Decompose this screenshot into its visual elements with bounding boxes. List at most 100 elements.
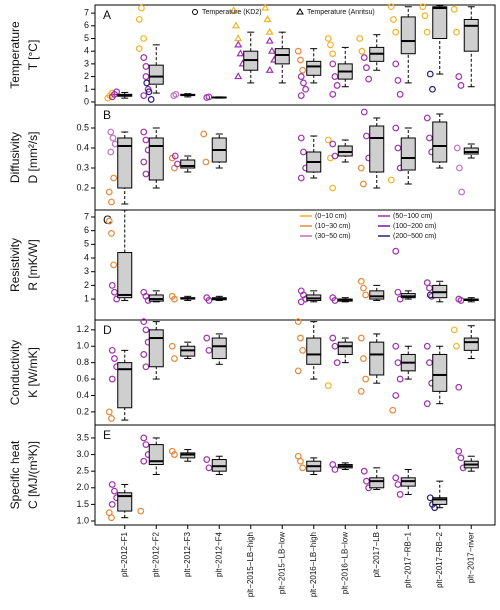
y-tick-label: 5 [84, 33, 89, 43]
data-point [331, 466, 339, 473]
data-point [297, 298, 305, 306]
data-point [302, 85, 310, 93]
y-tick-label: 3.5 [76, 432, 89, 442]
data-point [107, 128, 115, 136]
data-point [143, 79, 151, 87]
box [369, 341, 385, 376]
data-point [297, 56, 304, 64]
panel-letter: A [103, 8, 111, 22]
data-point [138, 4, 145, 12]
y-tick-label: 3 [84, 266, 89, 276]
panel-letter: C [103, 213, 112, 227]
data-point [455, 73, 463, 80]
data-point [455, 447, 463, 455]
data-point [360, 54, 368, 61]
data-point [205, 464, 213, 472]
data-point [111, 288, 118, 296]
data-point [108, 198, 115, 206]
y-axis-label: K [W/mK] [26, 347, 40, 398]
data-point [387, 176, 395, 184]
data-point [140, 128, 148, 136]
y-tick-label: 7 [84, 7, 89, 17]
y-tick-label: 2 [84, 280, 89, 290]
data-point [357, 277, 365, 285]
data-point [297, 174, 305, 182]
box [369, 125, 385, 173]
data-point [108, 281, 116, 289]
data-point [329, 90, 337, 98]
data-point [457, 454, 465, 462]
data-point [360, 355, 367, 362]
data-point [140, 457, 148, 465]
data-point [360, 180, 367, 188]
y-tick-label: 7 [84, 211, 89, 221]
data-point [142, 441, 150, 449]
y-axis-label: Conductivity [8, 340, 22, 405]
x-tick-label: plt−2012−F1 [120, 531, 129, 576]
data-point [171, 152, 179, 160]
y-tick-label: 2.5 [76, 466, 89, 476]
data-point [297, 73, 305, 80]
data-point [113, 88, 121, 96]
data-point [142, 170, 150, 178]
y-axis-label: R [mK/W] [26, 239, 40, 290]
data-point-triangle [263, 15, 272, 23]
data-point [426, 134, 433, 142]
y-tick-label: 0.3 [76, 162, 89, 172]
data-point [363, 64, 370, 72]
box [117, 137, 133, 189]
data-point [450, 326, 458, 334]
y-tick-label: 1.0 [76, 341, 89, 351]
data-point [142, 326, 150, 334]
data-point [171, 451, 178, 458]
legend-label: (100−200 cm) [393, 223, 436, 230]
box [274, 48, 290, 65]
data-point [324, 35, 332, 42]
data-point [360, 467, 368, 475]
data-point [396, 375, 404, 383]
data-point [333, 82, 341, 89]
data-point [111, 487, 118, 495]
x-tick-label: plt−2015−LB−high [246, 532, 255, 597]
data-point [108, 415, 115, 422]
y-tick-label: 0.4 [76, 142, 89, 152]
data-point [142, 63, 150, 70]
data-point [453, 342, 460, 350]
data-point [453, 28, 460, 36]
x-tick-label: plt−2012−F4 [214, 531, 223, 576]
legend-marker [296, 8, 304, 15]
data-point [109, 134, 117, 142]
data-point [394, 288, 402, 296]
data-point [456, 164, 463, 172]
data-point [396, 491, 404, 498]
data-point [358, 47, 366, 55]
data-point [357, 334, 365, 342]
box [463, 18, 479, 52]
data-point [299, 66, 307, 74]
data-point [390, 16, 397, 23]
data-point-triangle [234, 34, 243, 42]
y-tick-label: 6 [84, 20, 89, 30]
data-point-triangle [234, 72, 243, 80]
data-point-triangle [236, 49, 245, 57]
data-point [423, 28, 431, 36]
x-tick-label: plt−2017−RB−1 [403, 531, 412, 587]
x-tick-label: plt−2012−F3 [183, 531, 192, 576]
box [148, 137, 164, 181]
box [148, 64, 164, 85]
data-point [327, 41, 334, 49]
data-point [108, 346, 116, 354]
data-point [362, 291, 370, 299]
box [306, 337, 322, 365]
data-point [363, 132, 370, 140]
y-tick-label: 3 [84, 58, 89, 68]
data-point [457, 82, 465, 89]
data-point [172, 90, 180, 98]
data-point [108, 501, 116, 508]
data-point [419, 3, 427, 11]
data-point-triangle [265, 27, 274, 35]
data-point [426, 70, 434, 78]
data-point [107, 148, 115, 156]
data-point [426, 494, 434, 502]
